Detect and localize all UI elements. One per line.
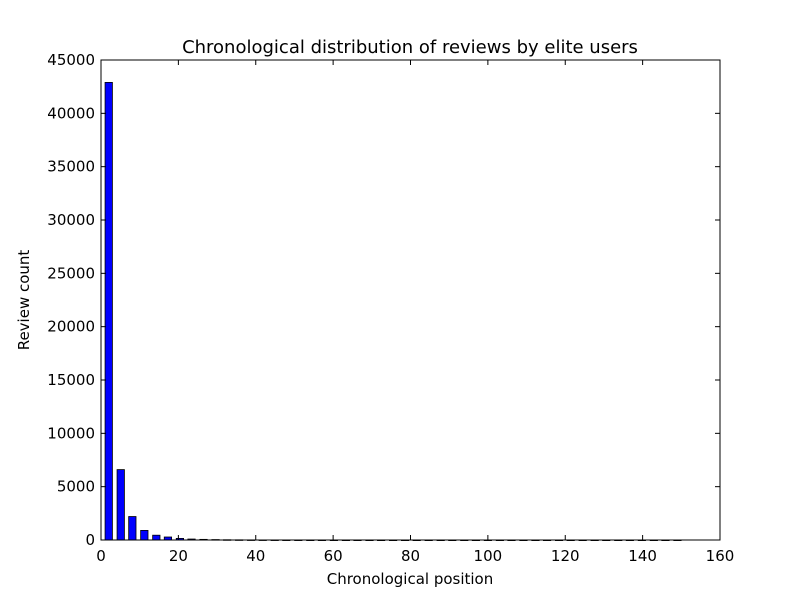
y-tick-label: 45000 [47,51,95,69]
x-tick-label: 60 [324,547,343,565]
y-tick-label: 35000 [47,158,95,176]
ticks-group: 0 20 40 60 80 100 120 140 160 0 5000 10000 15000 2000… [47,51,734,565]
x-tick-label: 100 [474,547,503,565]
y-tick-label: 25000 [47,264,95,282]
bar [152,534,161,541]
chart-title: Chronological distribution of reviews by… [182,37,638,58]
bar [140,530,149,541]
y-tick-label: 0 [85,531,95,549]
bar [104,82,113,541]
x-tick-label: 120 [551,547,580,565]
y-tick-label: 20000 [47,318,95,336]
x-tick-label: 160 [706,547,735,565]
bar [116,469,125,541]
x-tick-label: 0 [96,547,106,565]
x-tick-label: 20 [169,547,188,565]
y-tick-label: 15000 [47,371,95,389]
y-tick-label: 40000 [47,104,95,122]
y-tick-label: 30000 [47,211,95,229]
y-tick-label: 10000 [47,424,95,442]
x-tick-label: 140 [628,547,657,565]
x-axis-label: Chronological position [327,570,494,588]
y-tick-label: 5000 [57,478,95,496]
bar [128,516,137,541]
x-tick-label: 80 [401,547,420,565]
axes-frame [100,59,721,541]
x-tick-label: 40 [246,547,265,565]
y-axis-label: Review count [15,250,33,351]
